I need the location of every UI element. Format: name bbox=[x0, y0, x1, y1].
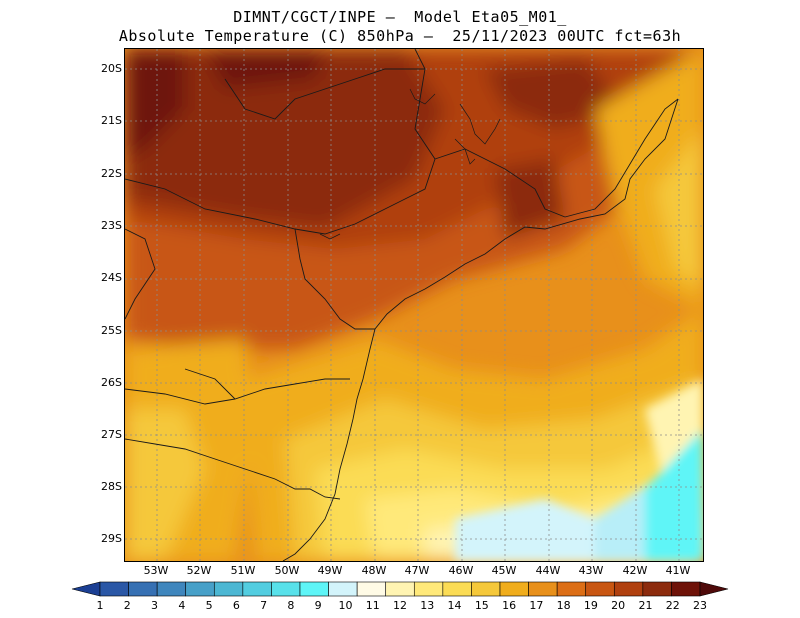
lon-label: 42W bbox=[622, 564, 648, 577]
colorbar-segment bbox=[271, 581, 301, 597]
lon-label: 41W bbox=[665, 564, 691, 577]
colorbar-segment bbox=[185, 581, 215, 597]
colorbar-segment bbox=[671, 581, 701, 597]
lon-label: 46W bbox=[448, 564, 474, 577]
colorbar-segment bbox=[642, 581, 672, 597]
lat-label: 26S bbox=[101, 376, 122, 389]
colorbar-tick-label: 19 bbox=[583, 599, 598, 612]
lat-label: 28S bbox=[101, 480, 122, 493]
lon-label: 50W bbox=[274, 564, 300, 577]
map-panel bbox=[124, 48, 704, 562]
graticule bbox=[125, 49, 703, 561]
colorbar-segment bbox=[442, 581, 472, 597]
borders bbox=[125, 49, 679, 561]
colorbar-segment bbox=[299, 581, 329, 597]
colorbar-tick-label: 15 bbox=[474, 599, 489, 612]
lat-label: 25S bbox=[101, 324, 122, 337]
colorbar bbox=[71, 581, 729, 597]
colorbar-tick-label: 13 bbox=[420, 599, 435, 612]
colorbar-tick-label: 4 bbox=[178, 599, 186, 612]
colorbar-segment bbox=[413, 581, 444, 597]
lon-label: 53W bbox=[143, 564, 169, 577]
lat-label: 29S bbox=[101, 532, 122, 545]
colorbar-tick-label: 7 bbox=[260, 599, 268, 612]
colorbar-segment bbox=[356, 581, 387, 597]
colorbar-segment bbox=[99, 581, 129, 597]
colorbar-segment bbox=[499, 581, 529, 597]
colorbar-tick-label: 14 bbox=[447, 599, 462, 612]
sea-cool-shading bbox=[455, 379, 703, 561]
lon-label: 47W bbox=[404, 564, 430, 577]
lat-label: 22S bbox=[101, 167, 122, 180]
colorbar-segment bbox=[328, 581, 358, 597]
colorbar-segment bbox=[128, 581, 158, 597]
colorbar-segments bbox=[71, 581, 729, 597]
lon-label: 44W bbox=[535, 564, 561, 577]
colorbar-tick-label: 20 bbox=[611, 599, 626, 612]
colorbar-tick-label: 21 bbox=[638, 599, 653, 612]
colorbar-tick-label: 11 bbox=[365, 599, 380, 612]
lat-label: 24S bbox=[101, 271, 122, 284]
colorbar-tick-label: 2 bbox=[123, 599, 131, 612]
colorbar-tick-label: 9 bbox=[314, 599, 322, 612]
lon-label: 52W bbox=[186, 564, 212, 577]
colorbar-tick-label: 6 bbox=[232, 599, 240, 612]
colorbar-tick-label: 23 bbox=[693, 599, 707, 612]
colorbar-tick-label: 8 bbox=[287, 599, 295, 612]
colorbar-segment bbox=[556, 581, 587, 597]
colorbar-tick-label: 16 bbox=[502, 599, 517, 612]
lat-label: 20S bbox=[101, 62, 122, 75]
lon-label: 51W bbox=[230, 564, 256, 577]
colorbar-segment bbox=[242, 581, 272, 597]
lakes bbox=[319, 88, 501, 240]
colorbar-segment bbox=[585, 581, 615, 597]
colorbar-segment bbox=[213, 581, 244, 597]
colorbar-segment bbox=[156, 581, 187, 597]
colorbar-tick-label: 22 bbox=[665, 599, 680, 612]
temperature-map bbox=[125, 49, 703, 561]
colorbar-tick-label: 10 bbox=[338, 599, 353, 612]
colorbar-segment bbox=[385, 581, 415, 597]
title-line-2: Absolute Temperature (C) 850hPa – 25/11/… bbox=[118, 27, 682, 45]
colorbar-tick-label: 12 bbox=[393, 599, 407, 612]
lat-label: 23S bbox=[101, 219, 122, 232]
lon-label: 45W bbox=[491, 564, 517, 577]
colorbar-tick-label: 5 bbox=[205, 599, 213, 612]
lon-label: 43W bbox=[578, 564, 604, 577]
lat-label: 21S bbox=[101, 114, 122, 127]
title-line-1: DIMNT/CGCT/INPE – Model Eta05_M01_ bbox=[233, 8, 567, 26]
colorbar-segment bbox=[528, 581, 558, 597]
colorbar-arrow-left bbox=[71, 581, 101, 597]
colorbar-segment bbox=[613, 581, 644, 597]
colorbar-tick-label: 17 bbox=[529, 599, 544, 612]
lon-label: 49W bbox=[317, 564, 343, 577]
lat-label: 27S bbox=[101, 428, 122, 441]
colorbar-segment bbox=[471, 581, 501, 597]
colorbar-tick-label: 18 bbox=[556, 599, 571, 612]
colorbar-tick-label: 1 bbox=[96, 599, 104, 612]
colorbar-arrow-right bbox=[699, 581, 729, 597]
lon-label: 48W bbox=[361, 564, 387, 577]
colorbar-tick-label: 3 bbox=[151, 599, 159, 612]
